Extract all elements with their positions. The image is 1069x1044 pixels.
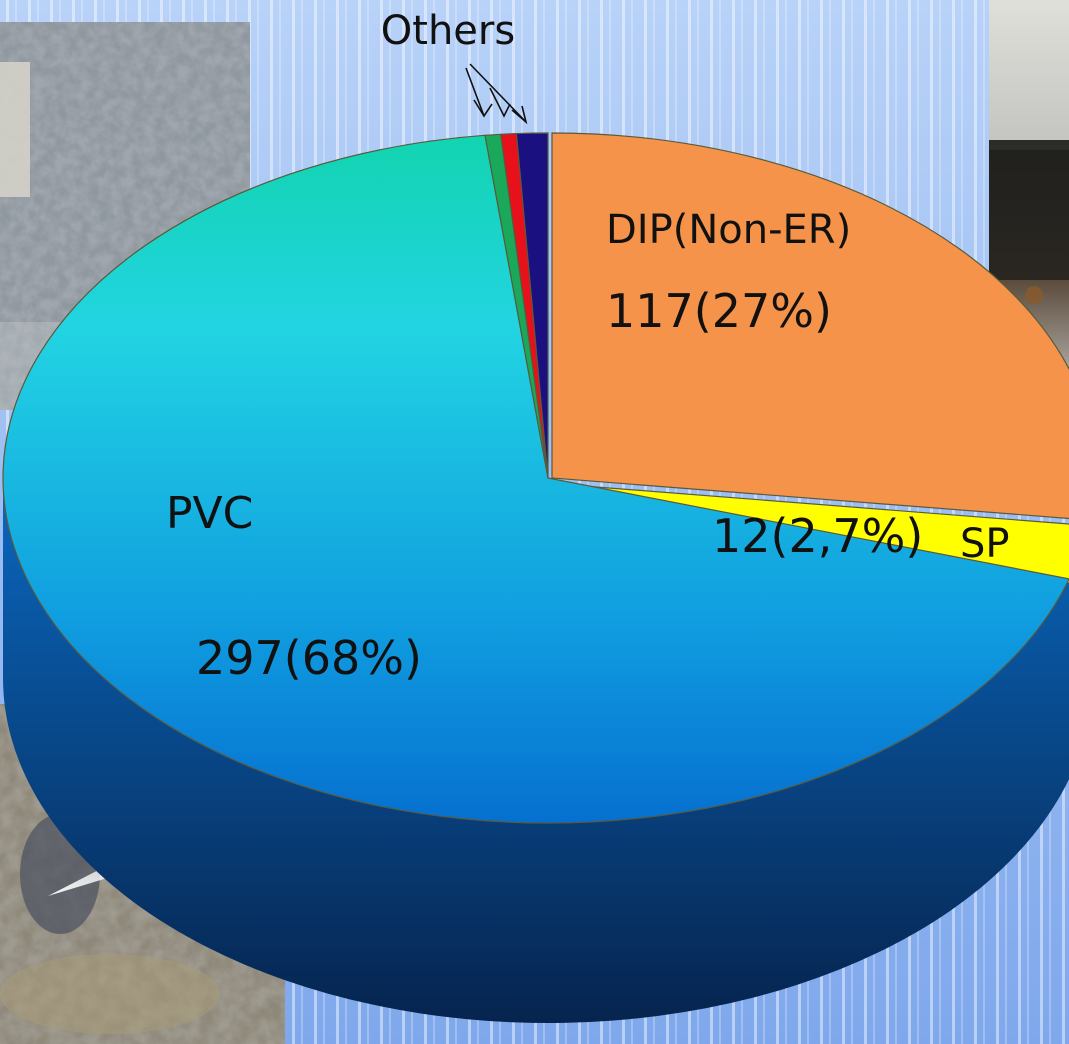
others-label: Others	[381, 8, 515, 54]
slice-name-dip: DIP(Non-ER)	[606, 207, 851, 253]
pipe-joint-photo	[989, 0, 1069, 398]
pie-slice-pvc-2	[2, 134, 1069, 824]
others-arrows	[465, 63, 528, 125]
slice-value-pvc: 297(68%)	[196, 631, 422, 685]
slice-name-pvc: PVC	[166, 488, 253, 539]
slice-name-sp: SP	[960, 521, 1010, 567]
pie-slice-others-5	[515, 132, 549, 479]
pie-slice-dip-non-er--0	[551, 132, 1069, 520]
slice-value-dip: 117(27%)	[606, 284, 832, 338]
slice-value-sp: 12(2,7%)	[712, 509, 923, 563]
pie-slice-sp-1	[557, 483, 1069, 584]
pie-slice-side-2	[3, 478, 1069, 1023]
